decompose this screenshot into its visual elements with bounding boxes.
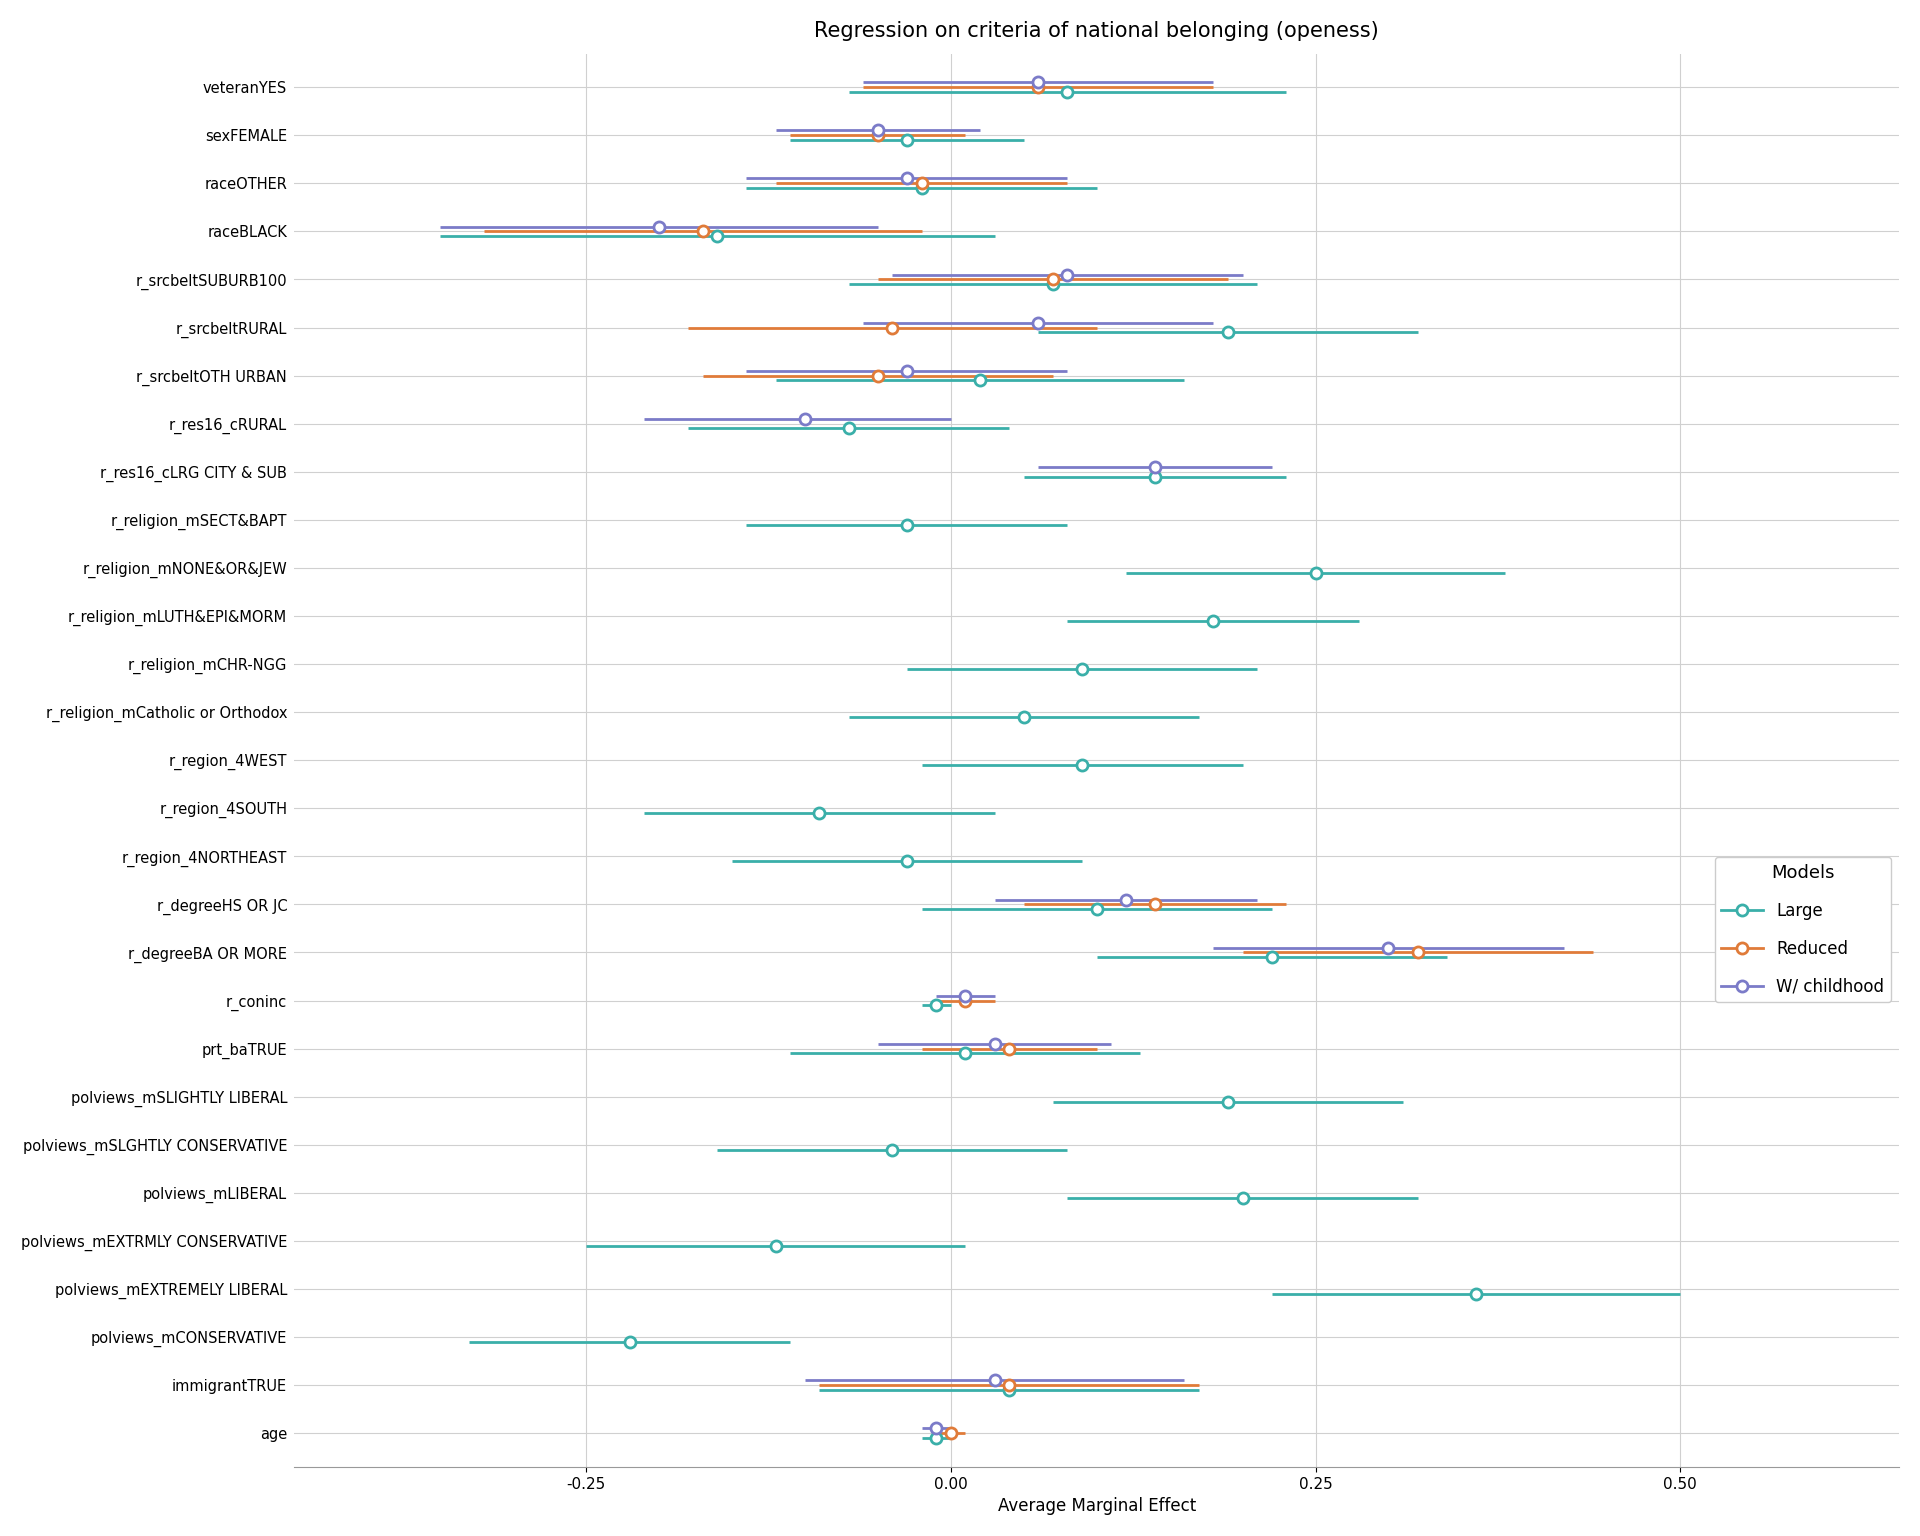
Title: Regression on criteria of national belonging (openess): Regression on criteria of national belon… (814, 22, 1379, 41)
Legend: Large, Reduced, W/ childhood: Large, Reduced, W/ childhood (1715, 857, 1891, 1003)
X-axis label: Average Marginal Effect: Average Marginal Effect (998, 1498, 1196, 1514)
